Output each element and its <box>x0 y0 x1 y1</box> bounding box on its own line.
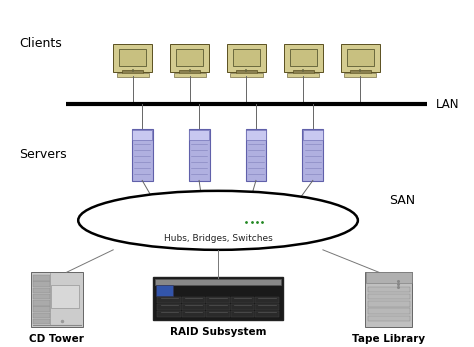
FancyBboxPatch shape <box>368 294 410 299</box>
FancyBboxPatch shape <box>347 49 374 67</box>
FancyBboxPatch shape <box>33 300 50 306</box>
FancyBboxPatch shape <box>132 130 152 139</box>
FancyBboxPatch shape <box>182 304 205 310</box>
FancyBboxPatch shape <box>205 214 215 222</box>
FancyBboxPatch shape <box>33 275 50 281</box>
FancyBboxPatch shape <box>169 210 267 226</box>
FancyBboxPatch shape <box>170 44 210 72</box>
FancyBboxPatch shape <box>31 272 82 327</box>
FancyBboxPatch shape <box>255 297 279 303</box>
FancyBboxPatch shape <box>283 44 323 72</box>
FancyBboxPatch shape <box>368 301 410 307</box>
FancyBboxPatch shape <box>233 214 243 222</box>
FancyBboxPatch shape <box>157 311 181 317</box>
FancyBboxPatch shape <box>255 304 279 310</box>
FancyBboxPatch shape <box>119 49 146 67</box>
FancyBboxPatch shape <box>246 130 266 139</box>
FancyBboxPatch shape <box>230 73 263 77</box>
FancyBboxPatch shape <box>33 313 50 318</box>
Text: Hubs, Bridges, Switches: Hubs, Bridges, Switches <box>164 234 273 243</box>
FancyBboxPatch shape <box>178 214 188 222</box>
FancyBboxPatch shape <box>33 294 50 299</box>
FancyBboxPatch shape <box>33 288 50 293</box>
Text: Tape Library: Tape Library <box>352 334 425 344</box>
FancyBboxPatch shape <box>231 304 254 310</box>
FancyBboxPatch shape <box>182 311 205 317</box>
FancyBboxPatch shape <box>219 214 229 222</box>
FancyBboxPatch shape <box>51 286 79 308</box>
FancyBboxPatch shape <box>189 129 210 181</box>
FancyBboxPatch shape <box>206 304 230 310</box>
FancyBboxPatch shape <box>368 308 410 314</box>
Text: SAN: SAN <box>389 194 415 207</box>
FancyBboxPatch shape <box>255 311 279 317</box>
FancyBboxPatch shape <box>365 272 411 283</box>
FancyBboxPatch shape <box>236 70 257 75</box>
Text: CD Tower: CD Tower <box>29 334 84 344</box>
FancyBboxPatch shape <box>231 297 254 303</box>
FancyBboxPatch shape <box>206 297 230 303</box>
Text: Clients: Clients <box>19 37 62 50</box>
FancyBboxPatch shape <box>113 44 152 72</box>
FancyBboxPatch shape <box>153 277 283 320</box>
FancyBboxPatch shape <box>117 73 149 77</box>
FancyBboxPatch shape <box>349 70 371 75</box>
FancyBboxPatch shape <box>344 73 376 77</box>
Text: LAN: LAN <box>436 98 460 111</box>
FancyBboxPatch shape <box>231 311 254 317</box>
FancyBboxPatch shape <box>246 214 256 222</box>
FancyBboxPatch shape <box>290 49 317 67</box>
FancyBboxPatch shape <box>33 281 50 287</box>
Ellipse shape <box>78 191 358 250</box>
FancyBboxPatch shape <box>176 49 203 67</box>
FancyBboxPatch shape <box>302 129 323 181</box>
FancyBboxPatch shape <box>122 70 144 75</box>
FancyBboxPatch shape <box>246 129 266 181</box>
FancyBboxPatch shape <box>33 306 50 312</box>
FancyBboxPatch shape <box>173 73 206 77</box>
Text: Servers: Servers <box>19 148 66 161</box>
FancyBboxPatch shape <box>132 129 153 181</box>
FancyBboxPatch shape <box>33 319 50 324</box>
FancyBboxPatch shape <box>206 311 230 317</box>
FancyBboxPatch shape <box>189 130 209 139</box>
FancyBboxPatch shape <box>157 297 181 303</box>
FancyBboxPatch shape <box>368 316 410 321</box>
FancyBboxPatch shape <box>182 297 205 303</box>
FancyBboxPatch shape <box>340 44 380 72</box>
FancyBboxPatch shape <box>292 70 314 75</box>
Text: RAID Subsystem: RAID Subsystem <box>170 327 266 337</box>
FancyBboxPatch shape <box>365 272 412 327</box>
FancyBboxPatch shape <box>157 304 181 310</box>
FancyBboxPatch shape <box>303 130 323 139</box>
FancyBboxPatch shape <box>191 214 201 222</box>
FancyBboxPatch shape <box>155 279 281 285</box>
FancyBboxPatch shape <box>156 285 173 296</box>
FancyBboxPatch shape <box>227 44 266 72</box>
FancyBboxPatch shape <box>179 70 201 75</box>
FancyBboxPatch shape <box>233 49 260 67</box>
FancyBboxPatch shape <box>287 73 319 77</box>
FancyBboxPatch shape <box>368 287 410 292</box>
